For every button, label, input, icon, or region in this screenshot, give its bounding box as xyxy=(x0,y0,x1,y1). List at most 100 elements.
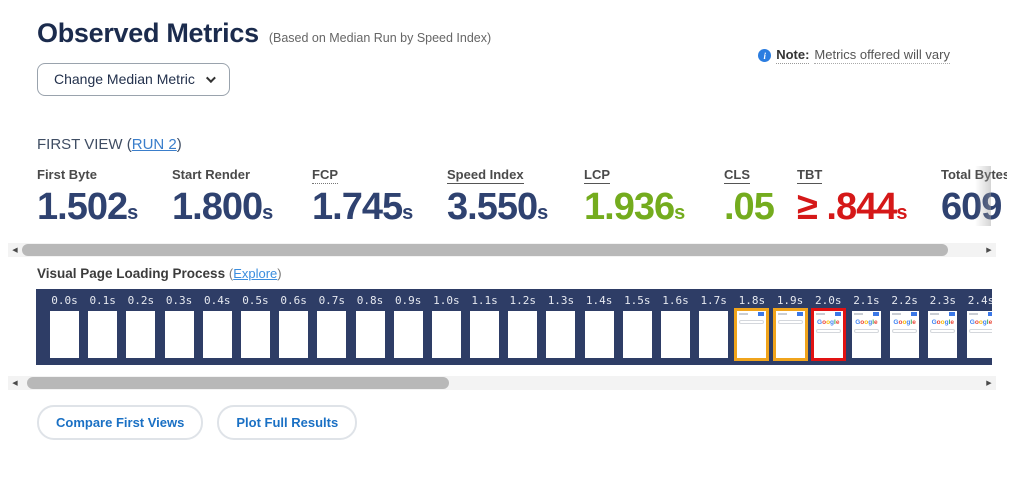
filmstrip-frame: 1.6s xyxy=(661,293,690,365)
thumb-address-bar xyxy=(968,313,978,315)
scrollbar-thumb[interactable] xyxy=(26,377,450,389)
filmstrip-frame: 1.4s xyxy=(584,293,614,365)
frame-time-label: 0.6s xyxy=(280,294,307,307)
frame-thumbnail[interactable]: Google xyxy=(851,311,881,358)
frame-thumbnail[interactable]: Google xyxy=(890,311,920,358)
filmstrip-frame: 0.3s xyxy=(164,293,194,365)
frame-time-label: 1.4s xyxy=(585,294,613,307)
metric-label[interactable]: TBT xyxy=(797,167,823,184)
frame-thumbnail[interactable] xyxy=(317,311,347,358)
frame-thumbnail[interactable] xyxy=(240,311,270,358)
thumb-search-bar xyxy=(968,329,992,333)
metric-label[interactable]: FCP xyxy=(312,167,338,184)
filmstrip-frame: 1.5s xyxy=(622,293,652,365)
scroll-left-arrow-icon[interactable]: ◀ xyxy=(12,247,18,254)
frame-thumbnail[interactable] xyxy=(88,311,118,358)
filmstrip-frame: 2.3s Google xyxy=(928,293,958,365)
frame-thumbnail[interactable]: Google xyxy=(810,308,846,361)
scroll-left-arrow-icon[interactable]: ◀ xyxy=(12,380,18,387)
metric-label[interactable]: LCP xyxy=(584,167,610,184)
frame-thumbnail[interactable] xyxy=(126,311,156,358)
filmstrip-frame: 0.8s xyxy=(355,293,385,365)
frame-time-label: 0.4s xyxy=(204,294,231,307)
change-median-metric-label: Change Median Metric xyxy=(54,71,195,87)
filmstrip-frame: 1.8s xyxy=(734,293,770,365)
frame-thumbnail[interactable] xyxy=(508,311,538,358)
filmstrip-frame: 2.1s Google xyxy=(851,293,881,365)
metric-value: 1.936s xyxy=(584,186,686,226)
frame-time-label: 0.0s xyxy=(51,294,78,307)
metric: First Byte 1.502s xyxy=(37,166,172,226)
thumb-search-bar xyxy=(777,320,803,324)
frame-thumbnail[interactable] xyxy=(202,311,232,358)
thumb-address-bar xyxy=(853,313,863,315)
metric-label[interactable]: Total Bytes xyxy=(941,167,1007,182)
frame-thumbnail[interactable] xyxy=(584,311,614,358)
filmstrip-frame: 1.7s xyxy=(699,293,729,365)
frame-thumbnail[interactable] xyxy=(164,311,194,358)
metric-value: 609 xyxy=(941,186,1002,226)
filmstrip-frame: 0.2s xyxy=(126,293,156,365)
filmstrip-frame: 0.6s xyxy=(279,293,309,365)
paren-open: ( xyxy=(228,266,234,281)
frame-thumbnail[interactable] xyxy=(546,311,576,358)
frame-time-label: 1.1s xyxy=(471,294,498,307)
frame-time-label: 1.6s xyxy=(662,294,689,307)
metric-value: 3.550s xyxy=(447,186,549,226)
compare-first-views-button[interactable]: Compare First Views xyxy=(37,405,204,440)
metrics-horizontal-scrollbar[interactable]: ◀ ▶ xyxy=(8,243,996,257)
frame-thumbnail[interactable] xyxy=(699,311,729,358)
frame-thumbnail[interactable] xyxy=(431,311,461,358)
filmstrip-frame: 0.1s xyxy=(88,293,118,365)
filmstrip-title-text: Visual Page Loading Process xyxy=(37,266,226,281)
frame-time-label: 0.7s xyxy=(318,294,346,307)
note-text[interactable]: Metrics offered will vary xyxy=(814,47,950,64)
frame-thumbnail[interactable] xyxy=(661,311,690,358)
scroll-right-arrow-icon[interactable]: ▶ xyxy=(986,247,992,254)
metric: CLS .05 xyxy=(724,166,797,226)
frame-thumbnail[interactable] xyxy=(470,311,500,358)
frame-thumbnail[interactable] xyxy=(355,311,385,358)
frame-thumbnail[interactable]: Google xyxy=(928,311,958,358)
scrollbar-thumb[interactable] xyxy=(22,244,949,256)
thumb-search-bar xyxy=(892,329,918,333)
filmstrip-frame: 2.2s Google xyxy=(890,293,920,365)
scrollbar-track[interactable] xyxy=(22,244,982,256)
scroll-right-arrow-icon[interactable]: ▶ xyxy=(986,380,992,387)
filmstrip-frame: 0.4s xyxy=(202,293,232,365)
note-label: Note: xyxy=(776,47,810,64)
metric-label[interactable]: First Byte xyxy=(37,167,97,182)
frame-thumbnail[interactable] xyxy=(393,311,423,358)
first-view-heading: FIRST VIEW (RUN 2) xyxy=(37,136,1024,153)
frame-thumbnail[interactable] xyxy=(772,308,808,361)
plot-full-results-button[interactable]: Plot Full Results xyxy=(217,405,358,440)
frame-thumbnail[interactable]: Google xyxy=(966,311,992,358)
thumb-address-bar xyxy=(739,313,749,315)
info-icon: i xyxy=(758,49,772,62)
filmstrip-frame: 1.1s xyxy=(470,293,500,365)
first-view-suffix: ) xyxy=(176,136,182,153)
filmstrip-horizontal-scrollbar[interactable]: ◀ ▶ xyxy=(8,376,996,390)
first-view-prefix: FIRST VIEW ( xyxy=(37,136,132,153)
filmstrip-frame: 2.0s Google xyxy=(810,293,846,365)
frame-time-label: 1.0s xyxy=(433,294,460,307)
google-logo: Google xyxy=(855,319,878,326)
frame-thumbnail[interactable] xyxy=(50,311,79,358)
frame-thumbnail[interactable] xyxy=(734,308,770,361)
explore-link[interactable]: Explore xyxy=(233,266,278,281)
metrics-note: i Note: Metrics offered will vary xyxy=(758,47,950,64)
change-median-metric-button[interactable]: Change Median Metric xyxy=(37,63,230,96)
run-link[interactable]: RUN 2 xyxy=(131,136,177,153)
metric-label[interactable]: Start Render xyxy=(172,167,251,182)
chevron-down-icon xyxy=(205,72,216,83)
metric-label[interactable]: CLS xyxy=(724,167,750,184)
scrollbar-track[interactable] xyxy=(22,377,982,389)
metric-label[interactable]: Speed Index xyxy=(447,167,524,184)
frame-thumbnail[interactable] xyxy=(279,311,309,358)
thumb-signin-button xyxy=(949,312,956,316)
frame-time-label: 0.8s xyxy=(356,294,384,307)
frame-thumbnail[interactable] xyxy=(622,311,652,358)
page-subtitle: (Based on Median Run by Speed Index) xyxy=(268,31,492,45)
filmstrip: 0.0s 0.1s 0.2s 0.3s 0.4s 0.5s 0.6s 0.7s … xyxy=(36,289,992,365)
metric-value: 1.502s xyxy=(37,186,139,226)
